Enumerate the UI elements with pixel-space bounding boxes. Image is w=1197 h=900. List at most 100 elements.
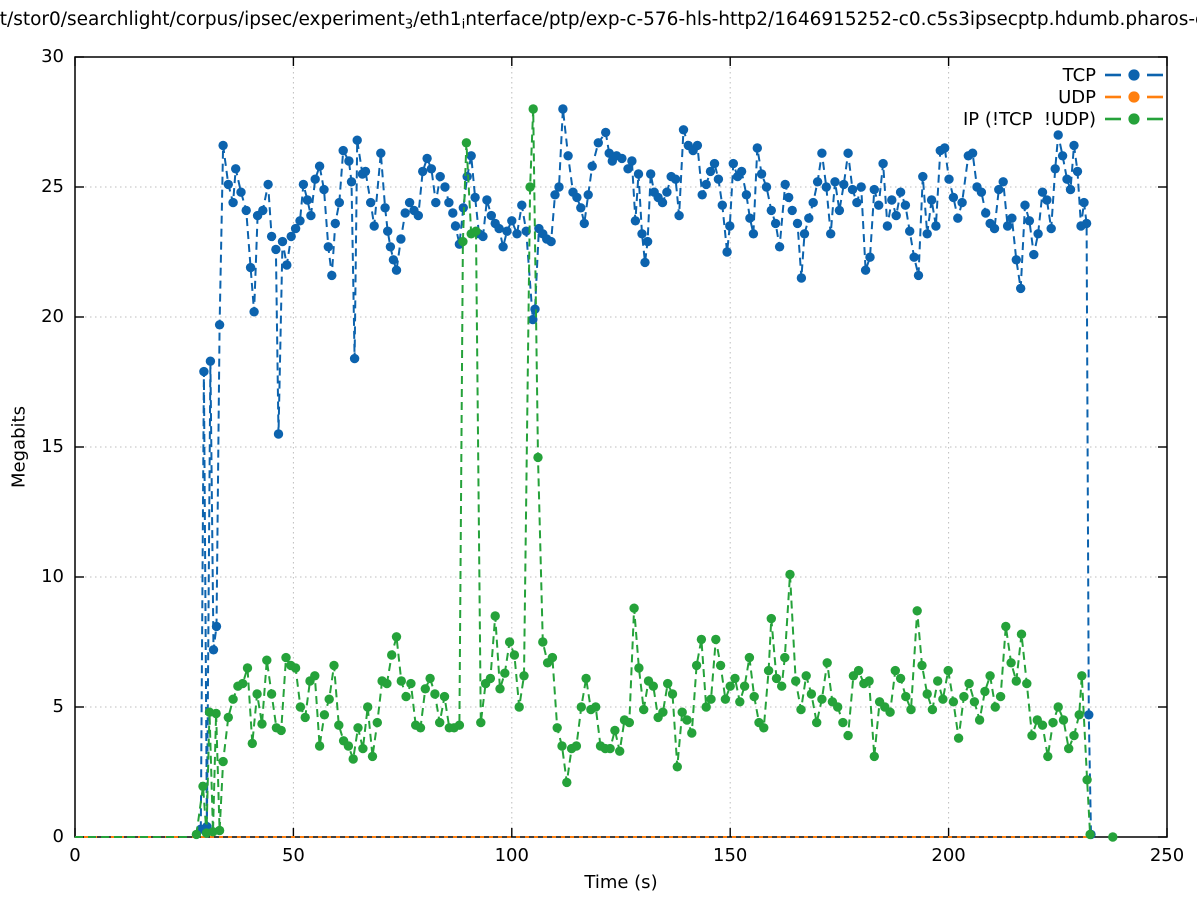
data-point-ip-tcp-udp <box>1016 629 1027 639</box>
x-tick-label: 150 <box>713 845 748 866</box>
data-point-ip-tcp-udp <box>372 717 382 728</box>
data-point-ip-tcp-udp <box>223 712 233 723</box>
data-point-tcp <box>909 252 919 262</box>
data-point-tcp <box>273 429 284 439</box>
data-point-ip-tcp-udp <box>247 738 257 749</box>
data-point-ip-tcp-udp <box>461 138 472 148</box>
data-point-ip-tcp-udp <box>1108 832 1118 842</box>
data-point-tcp <box>323 242 333 252</box>
y-axis-title: Megabits <box>8 406 30 488</box>
y-tick-label: 20 <box>41 306 64 327</box>
data-point-tcp <box>380 203 390 213</box>
data-point-tcp <box>1084 710 1094 720</box>
data-point-tcp <box>799 229 810 239</box>
data-point-tcp <box>388 255 399 265</box>
data-point-tcp <box>422 153 432 164</box>
data-point-ip-tcp-udp <box>358 743 368 754</box>
data-point-tcp <box>444 197 454 208</box>
data-point-tcp <box>1046 223 1056 234</box>
data-point-tcp <box>282 260 292 270</box>
data-point-tcp <box>713 174 724 184</box>
chart-title: nt/stor0/searchlight/corpus/ipsec/experi… <box>0 8 1197 38</box>
data-point-ip-tcp-udp <box>906 704 916 715</box>
data-point-ip-tcp-udp <box>895 673 906 684</box>
data-point-tcp <box>418 166 428 177</box>
data-point-ip-tcp-udp <box>552 723 562 733</box>
data-point-ip-tcp-udp <box>953 733 964 743</box>
data-point-ip-tcp-udp <box>763 665 774 676</box>
data-point-tcp <box>295 216 305 226</box>
data-point-ip-tcp-udp <box>785 569 795 580</box>
data-point-ip-tcp-udp <box>1027 730 1037 741</box>
data-point-tcp <box>926 195 937 205</box>
data-point-ip-tcp-udp <box>1053 702 1063 712</box>
data-point-ip-tcp-udp <box>812 717 822 728</box>
data-point-ip-tcp-udp <box>228 694 238 704</box>
data-point-tcp <box>878 158 888 169</box>
data-point-tcp <box>205 356 216 366</box>
data-point-ip-tcp-udp <box>927 704 938 715</box>
data-point-tcp <box>450 221 461 231</box>
data-point-ip-tcp-udp <box>624 717 634 728</box>
data-point-tcp <box>352 135 362 145</box>
data-point-ip-tcp-udp <box>420 684 430 694</box>
data-point-tcp <box>697 190 707 200</box>
data-point-ip-tcp-udp <box>706 694 716 704</box>
data-point-tcp <box>792 218 803 229</box>
chart-title-subscript: i <box>461 17 466 33</box>
data-point-ip-tcp-udp <box>198 781 208 791</box>
data-point-ip-tcp-udp <box>938 694 948 704</box>
legend-label-ip-tcp-udp: IP (!TCP !UDP) <box>962 108 1096 130</box>
data-point-tcp <box>208 645 219 655</box>
data-point-tcp <box>761 182 772 192</box>
data-point-tcp <box>413 210 423 221</box>
data-point-ip-tcp-udp <box>964 678 974 689</box>
y-tick-label: 0 <box>52 826 64 847</box>
data-point-ip-tcp-udp <box>744 652 755 663</box>
data-point-ip-tcp-udp <box>687 728 697 738</box>
data-point-tcp <box>891 210 901 221</box>
data-point-ip-tcp-udp <box>576 702 586 712</box>
data-point-tcp <box>601 127 611 138</box>
data-point-tcp <box>344 156 354 166</box>
data-point-ip-tcp-udp <box>324 694 334 704</box>
legend-item-udp: UDP <box>963 86 1163 108</box>
data-point-tcp <box>482 195 492 205</box>
data-point-tcp <box>780 179 790 190</box>
data-point-tcp <box>494 223 504 234</box>
data-point-ip-tcp-udp <box>682 715 692 725</box>
data-point-tcp <box>826 229 836 239</box>
data-point-ip-tcp-udp <box>557 741 567 751</box>
data-point-tcp <box>1033 229 1043 239</box>
data-point-ip-tcp-udp <box>547 652 558 663</box>
data-point-tcp <box>1016 283 1026 294</box>
legend: TCP UDP IP (!TCP !UDP) <box>963 64 1163 130</box>
data-point-ip-tcp-udp <box>1037 720 1048 730</box>
data-point-ip-tcp-udp <box>387 650 397 660</box>
data-point-tcp <box>1065 184 1076 195</box>
x-tick-label: 200 <box>931 845 966 866</box>
data-point-tcp <box>310 174 320 184</box>
data-point-ip-tcp-udp <box>514 702 524 712</box>
data-point-tcp <box>302 195 313 205</box>
data-point-ip-tcp-udp <box>490 611 500 621</box>
data-point-tcp <box>1081 218 1092 229</box>
data-point-ip-tcp-udp <box>1077 671 1087 681</box>
data-point-tcp <box>258 205 268 216</box>
data-point-tcp <box>349 353 360 364</box>
data-point-tcp <box>670 174 681 184</box>
legend-marker-udp <box>1105 91 1163 103</box>
data-point-tcp <box>674 210 684 221</box>
data-point-tcp <box>391 265 402 275</box>
data-point-tcp <box>512 229 522 239</box>
plot-border <box>74 56 1168 838</box>
data-point-tcp <box>953 213 963 223</box>
data-point-tcp <box>1007 213 1017 223</box>
data-point-tcp <box>558 104 568 114</box>
data-point-ip-tcp-udp <box>672 762 682 772</box>
data-point-tcp <box>804 213 814 223</box>
data-point-tcp <box>385 242 396 252</box>
data-point-ip-tcp-udp <box>290 663 301 673</box>
data-point-tcp <box>486 210 496 221</box>
